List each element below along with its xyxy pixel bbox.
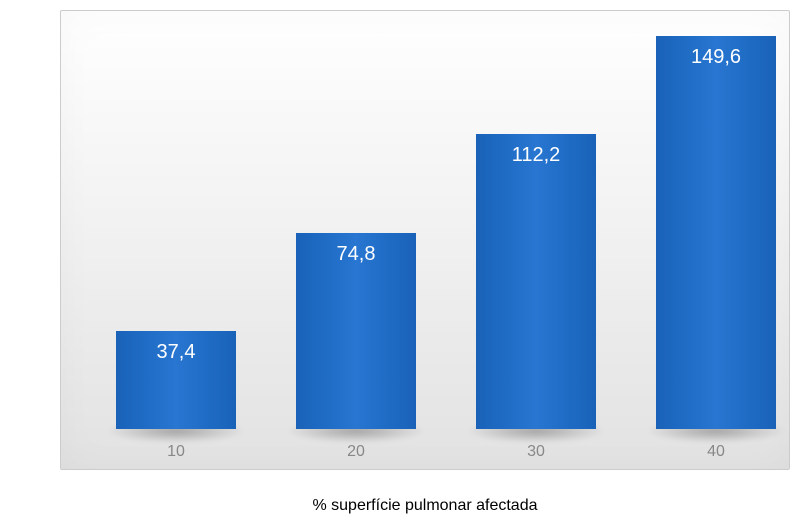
bar: 112,2 bbox=[476, 134, 596, 429]
bar-value-label: 37,4 bbox=[116, 341, 236, 364]
bar-value-label: 149,6 bbox=[656, 46, 776, 69]
x-axis-label: % superfície pulmonar afectada bbox=[60, 497, 790, 515]
x-tick-label: 30 bbox=[476, 443, 596, 461]
x-tick-label: 40 bbox=[656, 443, 776, 461]
chart-container: Disminución GMD 37,4 74,8 112,2 bbox=[0, 0, 802, 529]
x-ticks: 10 20 30 40 bbox=[61, 429, 789, 469]
bar: 149,6 bbox=[656, 36, 776, 429]
bar: 74,8 bbox=[296, 233, 416, 429]
bar: 37,4 bbox=[116, 331, 236, 429]
plot-area: 37,4 74,8 112,2 149,6 bbox=[61, 11, 789, 429]
plot-outer: 37,4 74,8 112,2 149,6 bbox=[60, 10, 790, 470]
bar-value-label: 74,8 bbox=[296, 243, 416, 266]
x-tick-label: 10 bbox=[116, 443, 236, 461]
x-tick-label: 20 bbox=[296, 443, 416, 461]
bar-value-label: 112,2 bbox=[476, 144, 596, 167]
